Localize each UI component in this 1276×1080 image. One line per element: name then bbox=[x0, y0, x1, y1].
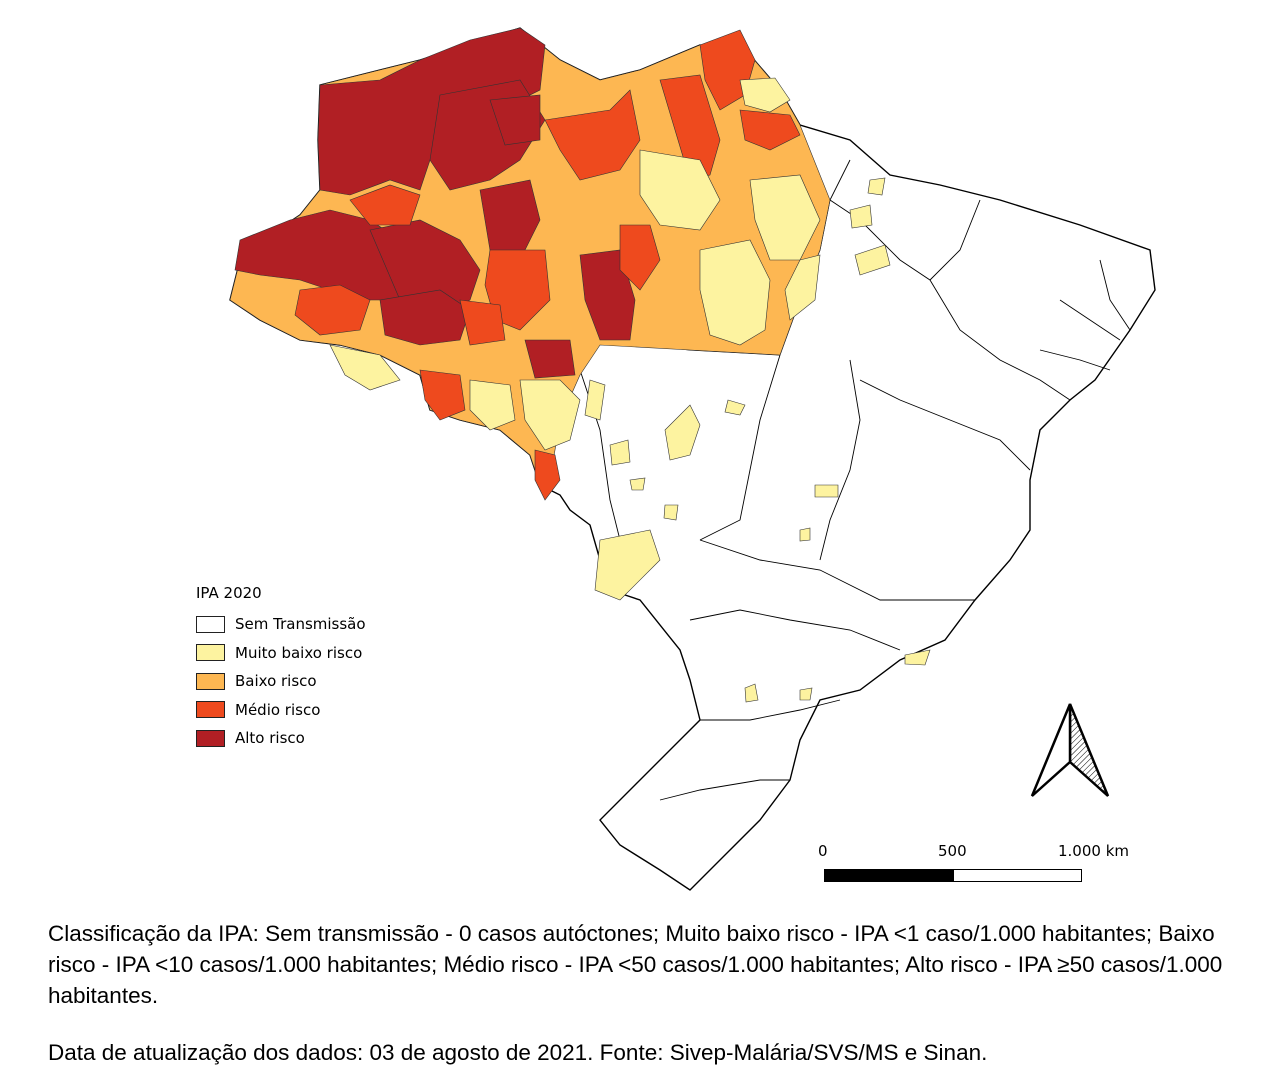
legend-swatch bbox=[196, 729, 225, 747]
scale-label-0: 0 bbox=[818, 842, 828, 860]
legend-item-alto: Alto risco bbox=[196, 724, 366, 753]
legend-item-sem-transmissao: Sem Transmissão bbox=[196, 610, 366, 639]
legend-swatch bbox=[196, 701, 225, 719]
scale-bar-white-segment bbox=[953, 869, 1082, 882]
legend-swatch bbox=[196, 644, 225, 662]
scale-label-500: 500 bbox=[938, 842, 967, 860]
brazil-malaria-map bbox=[229, 27, 1156, 891]
scale-bar: 0 500 1.000 km bbox=[810, 840, 1140, 890]
scale-bar-black-segment bbox=[824, 869, 954, 882]
classification-caption: Classificação da IPA: Sem transmissão - … bbox=[48, 921, 1223, 1008]
legend-swatch bbox=[196, 615, 225, 633]
legend-label: Médio risco bbox=[235, 700, 321, 719]
legend-title: IPA 2020 bbox=[196, 584, 262, 602]
legend-item-medio: Médio risco bbox=[196, 696, 366, 725]
risk-regions bbox=[229, 27, 831, 501]
legend-item-muito-baixo: Muito baixo risco bbox=[196, 639, 366, 668]
legend-item-baixo: Baixo risco bbox=[196, 667, 366, 696]
legend-swatch bbox=[196, 672, 225, 690]
data-source-note: Data de atualização dos dados: 03 de ago… bbox=[48, 1040, 988, 1065]
legend-label: Alto risco bbox=[235, 729, 305, 748]
scale-label-1000: 1.000 km bbox=[1058, 842, 1130, 860]
map-legend: IPA 2020 Sem Transmissão Muito baixo ris… bbox=[196, 584, 366, 753]
legend-label: Sem Transmissão bbox=[235, 615, 366, 634]
north-arrow-icon bbox=[1030, 703, 1110, 797]
legend-label: Baixo risco bbox=[235, 672, 317, 691]
isolated-patches bbox=[594, 177, 931, 703]
legend-label: Muito baixo risco bbox=[235, 643, 363, 662]
